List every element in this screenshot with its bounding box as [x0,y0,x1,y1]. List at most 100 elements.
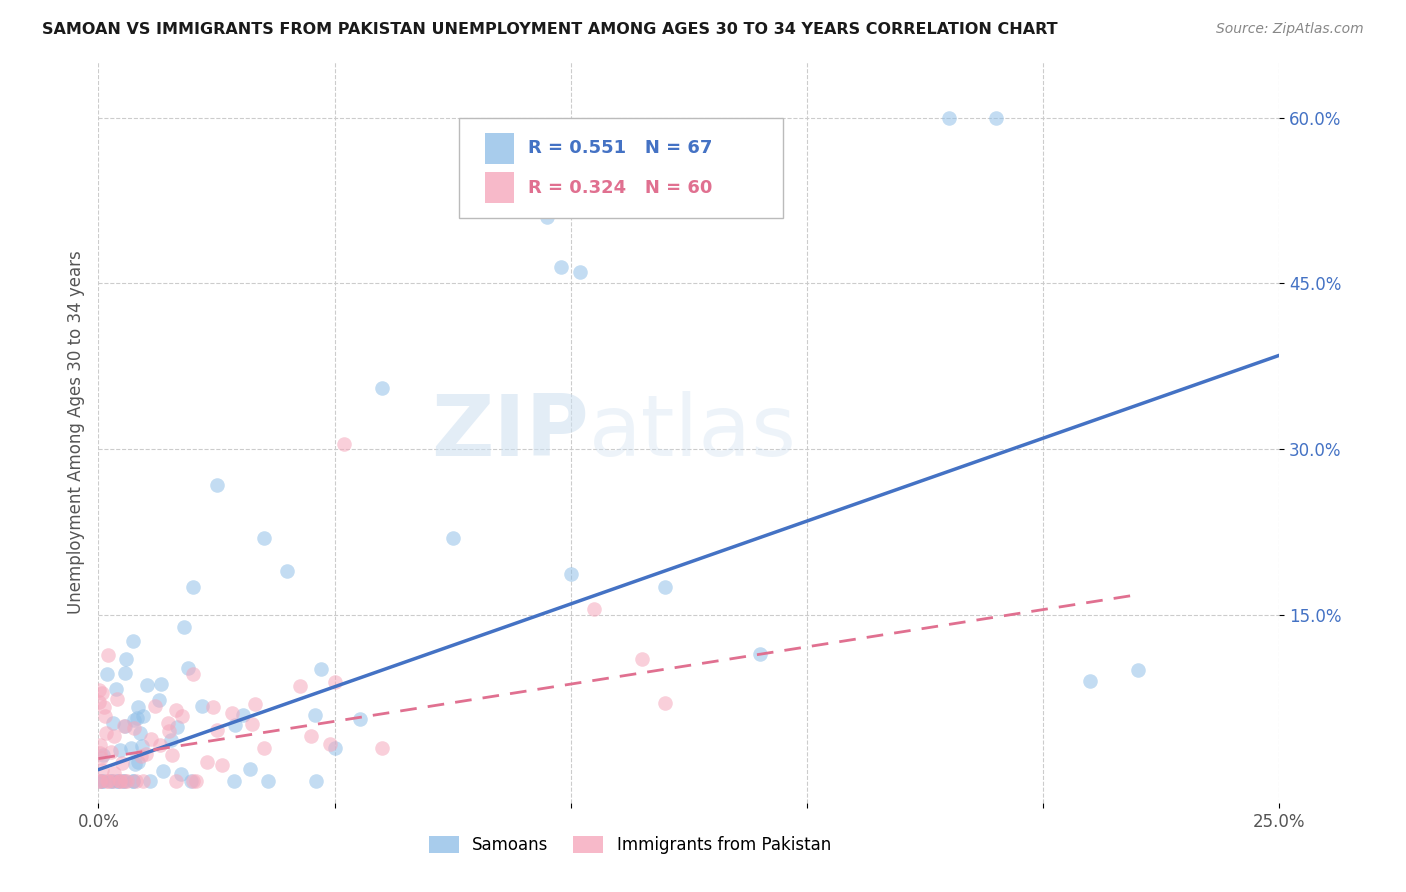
Point [560,567,582,582]
Point [89,773,111,788]
Point [125,711,148,725]
Point [157,716,180,731]
Point [569,265,592,279]
Point [323,675,346,690]
Point [240,717,263,731]
Point [257,773,280,788]
Point [112,719,135,733]
Point [122,773,145,788]
Point [371,381,394,395]
Point [371,740,394,755]
Point [141,731,163,746]
Y-axis label: Unemployment Among Ages 30 to 34 years: Unemployment Among Ages 30 to 34 years [66,251,84,615]
Point [201,700,224,714]
Point [87,694,110,708]
Point [91,773,114,788]
Point [103,773,125,788]
Point [122,721,145,735]
Point [100,745,122,759]
Point [224,773,246,788]
Point [243,697,266,711]
Point [108,773,131,788]
Text: R = 0.324   N = 60: R = 0.324 N = 60 [529,178,713,196]
Point [170,767,193,781]
Point [101,773,124,788]
Point [160,732,183,747]
Point [148,693,170,707]
Point [114,651,136,665]
Point [135,747,157,761]
Point [195,756,218,770]
Point [94,708,117,723]
Point [103,716,125,731]
Point [114,719,136,733]
Point [90,764,112,778]
Point [938,111,960,125]
Point [121,773,143,788]
Point [89,773,111,788]
Text: ZIP: ZIP [430,391,589,475]
Text: R = 0.551   N = 67: R = 0.551 N = 67 [529,139,713,157]
Point [90,686,112,700]
Point [748,647,770,661]
Point [173,620,195,634]
Bar [485,172,515,203]
Point [127,755,149,769]
Point [630,652,652,666]
Point [89,773,111,788]
Point [150,677,173,691]
Point [89,746,111,760]
Point [93,700,115,714]
Point [97,648,120,662]
Point [105,681,128,696]
Point [132,773,155,788]
Point [108,743,131,757]
Point [90,751,112,765]
Point [181,580,204,594]
Point [1126,663,1149,677]
Text: SAMOAN VS IMMIGRANTS FROM PAKISTAN UNEMPLOYMENT AMONG AGES 30 TO 34 YEARS CORREL: SAMOAN VS IMMIGRANTS FROM PAKISTAN UNEMP… [42,22,1057,37]
Point [239,762,262,776]
Point [550,260,572,274]
Point [654,696,676,710]
FancyBboxPatch shape [458,118,783,218]
Point [125,773,148,788]
Point [165,703,187,717]
Text: Source: ZipAtlas.com: Source: ZipAtlas.com [1216,22,1364,37]
Point [127,699,149,714]
Point [205,477,228,491]
Point [120,741,142,756]
Point [122,713,145,727]
Point [253,740,276,755]
Point [114,773,136,788]
Point [91,773,114,788]
Point [87,683,110,698]
Point [304,707,326,722]
Point [121,634,143,648]
Text: atlas: atlas [589,391,797,475]
Point [89,738,111,752]
Point [94,725,117,739]
Point [183,773,205,788]
Bar [485,133,515,164]
Point [288,679,311,693]
Point [323,740,346,755]
Point [107,691,129,706]
Point [165,773,187,788]
Point [583,602,606,616]
Point [536,210,558,224]
Point [184,773,207,788]
Point [97,773,120,788]
Point [129,749,152,764]
Point [96,666,118,681]
Point [253,531,276,545]
Point [112,773,135,788]
Point [100,773,122,788]
Point [276,564,298,578]
Point [304,773,326,788]
Point [135,678,157,692]
Point [1080,674,1102,689]
Point [309,662,332,676]
Point [96,773,118,788]
Point [205,723,228,738]
